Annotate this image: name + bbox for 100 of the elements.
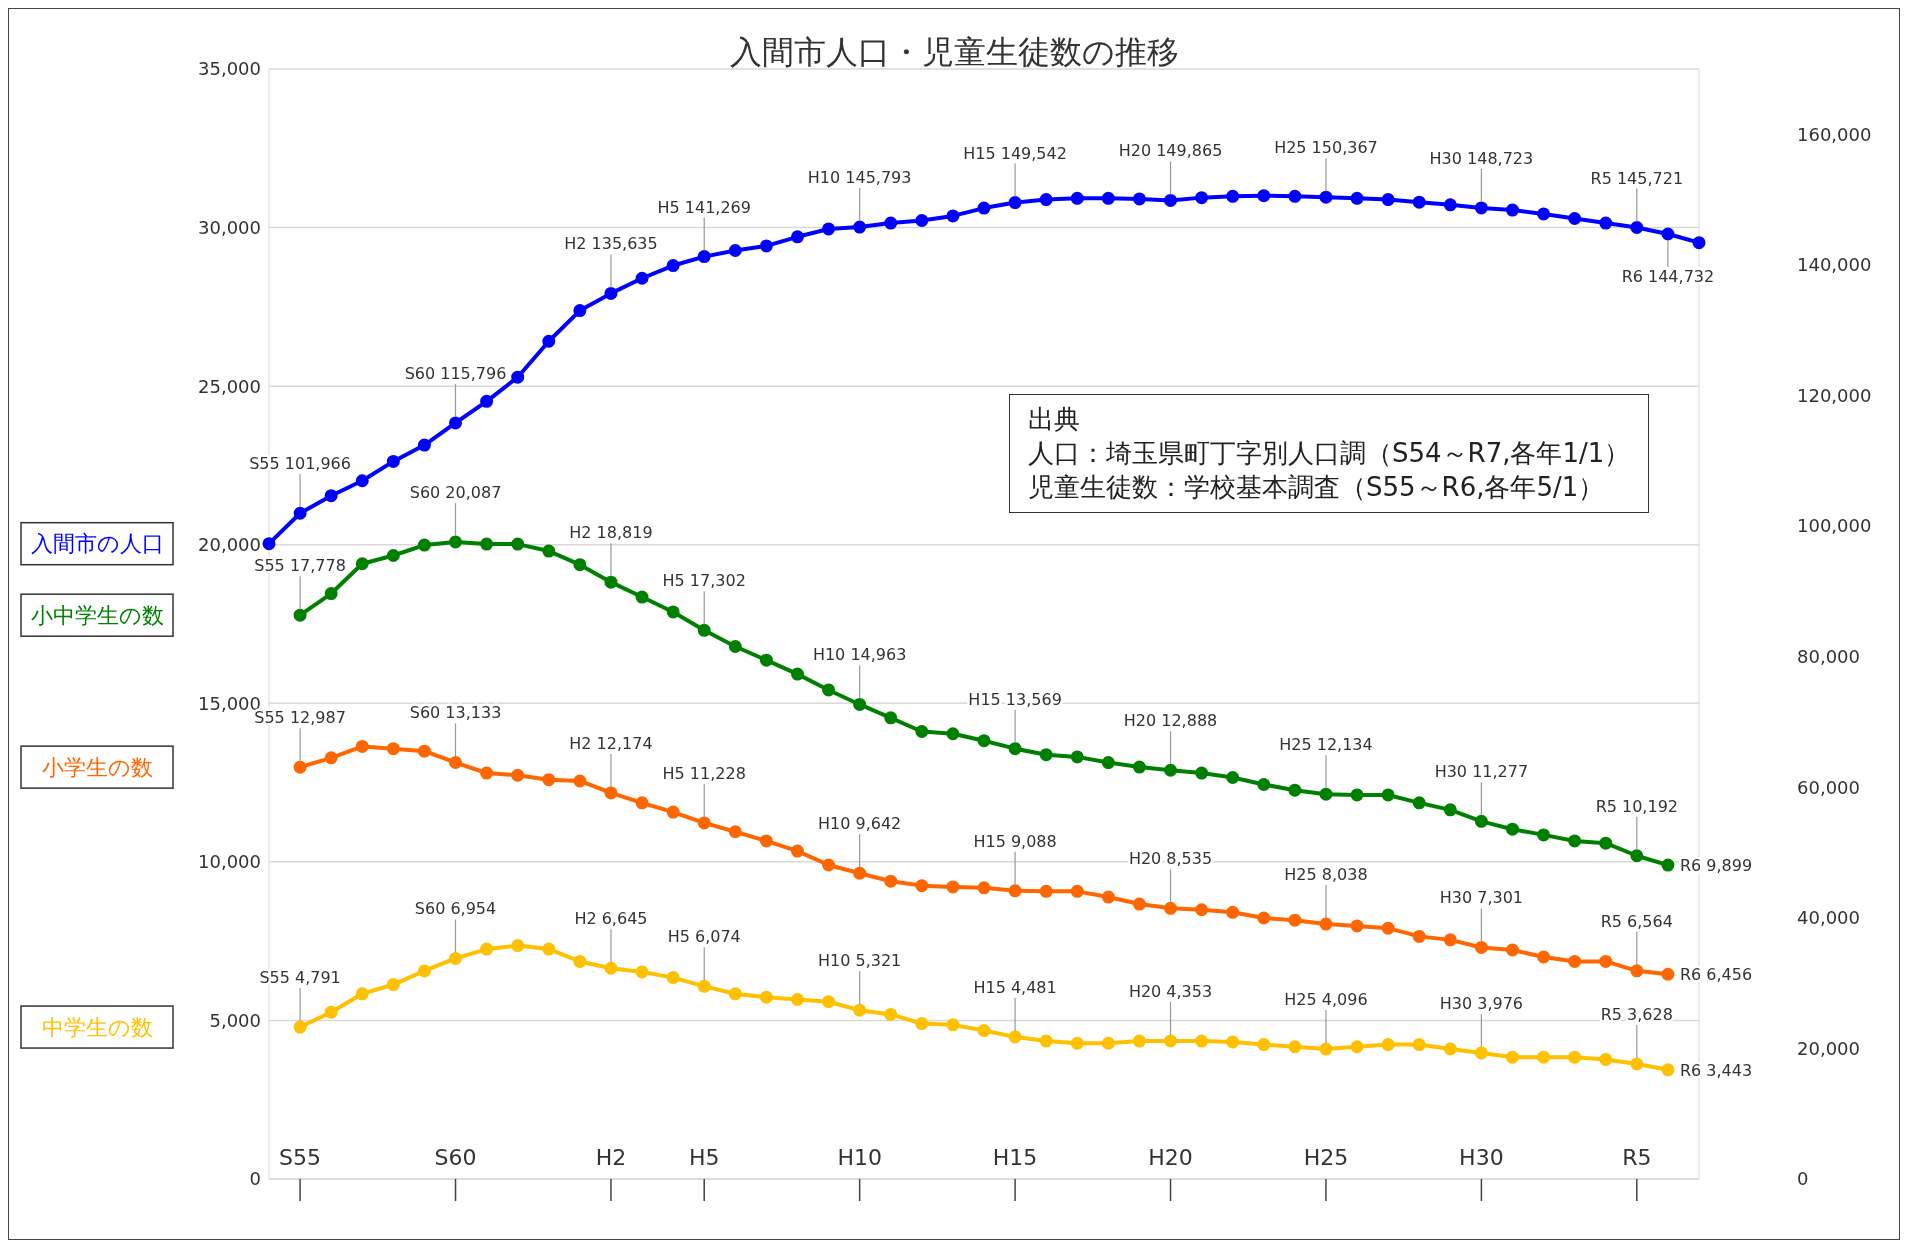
point <box>1537 207 1551 221</box>
point <box>324 489 338 503</box>
text: 入間市の人口 <box>30 531 164 557</box>
x-tick-label: H25 <box>1303 1145 1349 1170</box>
point <box>1132 760 1146 774</box>
data-label: H25 8,038 <box>1284 865 1368 885</box>
point <box>853 697 867 711</box>
point <box>511 768 525 782</box>
point <box>511 939 525 953</box>
point <box>1661 858 1675 872</box>
y-tick-label: 30,000 <box>198 216 261 238</box>
data-label: H15 9,088 <box>973 831 1057 851</box>
point <box>1070 884 1084 898</box>
point <box>759 653 773 667</box>
point <box>1661 227 1675 241</box>
point <box>853 220 867 234</box>
point <box>1039 193 1053 207</box>
point <box>573 954 587 968</box>
y-tick-label: 5,000 <box>209 1009 261 1031</box>
point <box>449 416 463 430</box>
point <box>946 1018 960 1032</box>
point <box>386 742 400 756</box>
point <box>697 979 711 993</box>
data-label: H20 12,888 <box>1123 711 1218 731</box>
data-label: H15 4,481 <box>973 977 1057 997</box>
point <box>417 538 431 552</box>
point <box>1039 1034 1053 1048</box>
point <box>324 587 338 601</box>
y2-tick-label: 80,000 <box>1797 646 1860 668</box>
point <box>1008 1030 1022 1044</box>
point <box>573 774 587 788</box>
point <box>977 1024 991 1038</box>
point <box>915 213 929 227</box>
data-label: R5 145,721 <box>1590 168 1684 188</box>
point <box>1195 766 1209 780</box>
y-tick-label: 10,000 <box>198 851 261 873</box>
data-label: S55 101,966 <box>249 454 351 474</box>
point <box>1132 1034 1146 1048</box>
point <box>1101 890 1115 904</box>
point <box>728 987 742 1001</box>
x-tick-label: S55 <box>279 1145 322 1170</box>
point <box>1505 1050 1519 1064</box>
point <box>355 474 369 488</box>
point <box>1319 190 1333 204</box>
point <box>542 773 556 787</box>
point <box>1226 189 1240 203</box>
point <box>1505 943 1519 957</box>
y2-tick-label: 20,000 <box>1797 1037 1860 1059</box>
data-label: R5 10,192 <box>1595 796 1679 816</box>
point <box>946 727 960 741</box>
x-tick-label: H30 <box>1459 1145 1504 1170</box>
point <box>977 881 991 895</box>
x-tick-label: S60 <box>434 1145 477 1170</box>
point <box>604 286 618 300</box>
point <box>1257 1038 1271 1052</box>
point <box>449 535 463 549</box>
data-label: H20 149,865 <box>1118 141 1223 161</box>
point <box>884 1007 898 1021</box>
point <box>915 879 929 893</box>
point <box>946 209 960 223</box>
point <box>1630 221 1644 235</box>
point <box>977 734 991 748</box>
point <box>697 816 711 830</box>
point <box>1474 201 1488 215</box>
point <box>1412 195 1426 209</box>
point <box>293 1020 307 1034</box>
y-tick-label: 0 <box>249 1168 261 1190</box>
y2-tick-label: 100,000 <box>1797 515 1872 537</box>
x-tick-label: H10 <box>837 1145 882 1170</box>
y2-tick-label: 140,000 <box>1797 254 1872 276</box>
y2-tick-label: 160,000 <box>1797 123 1872 145</box>
point <box>1443 803 1457 817</box>
data-label: R5 6,564 <box>1600 911 1673 931</box>
point <box>1537 1050 1551 1064</box>
text: 小学生の数 <box>41 754 153 780</box>
point <box>1350 191 1364 205</box>
point <box>449 951 463 965</box>
point <box>822 222 836 236</box>
point <box>1226 905 1240 919</box>
point <box>1568 834 1582 848</box>
point <box>480 942 494 956</box>
data-label: H5 141,269 <box>657 197 751 217</box>
data-label: H15 13,569 <box>968 689 1062 709</box>
data-label: H30 3,976 <box>1439 993 1524 1013</box>
point <box>604 575 618 589</box>
point <box>1164 763 1178 777</box>
point <box>1257 911 1271 925</box>
point <box>853 866 867 880</box>
point <box>1288 783 1302 797</box>
point <box>511 370 525 384</box>
point <box>1319 1042 1333 1056</box>
point <box>1288 1040 1302 1054</box>
data-label: H30 148,723 <box>1429 148 1534 168</box>
point <box>417 744 431 758</box>
data-label: H20 8,535 <box>1128 849 1213 869</box>
data-label: H30 11,277 <box>1434 762 1529 782</box>
data-label: H2 6,645 <box>574 909 648 929</box>
point <box>1288 913 1302 927</box>
point <box>355 557 369 571</box>
point <box>1630 1057 1644 1071</box>
